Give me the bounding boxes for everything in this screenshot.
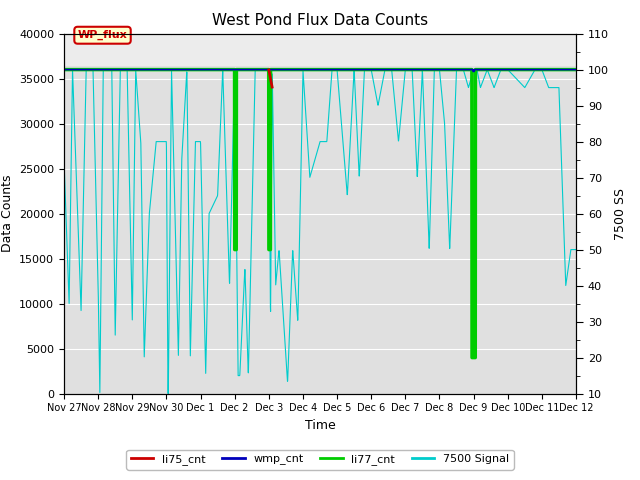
X-axis label: Time: Time [305,419,335,432]
Title: West Pond Flux Data Counts: West Pond Flux Data Counts [212,13,428,28]
Bar [64,34,576,66]
Text: WP_flux: WP_flux [77,30,127,40]
Y-axis label: Data Counts: Data Counts [1,175,13,252]
Legend: li75_cnt, wmp_cnt, li77_cnt, 7500 Signal: li75_cnt, wmp_cnt, li77_cnt, 7500 Signal [127,450,513,469]
Y-axis label: 7500 SS: 7500 SS [614,188,627,240]
